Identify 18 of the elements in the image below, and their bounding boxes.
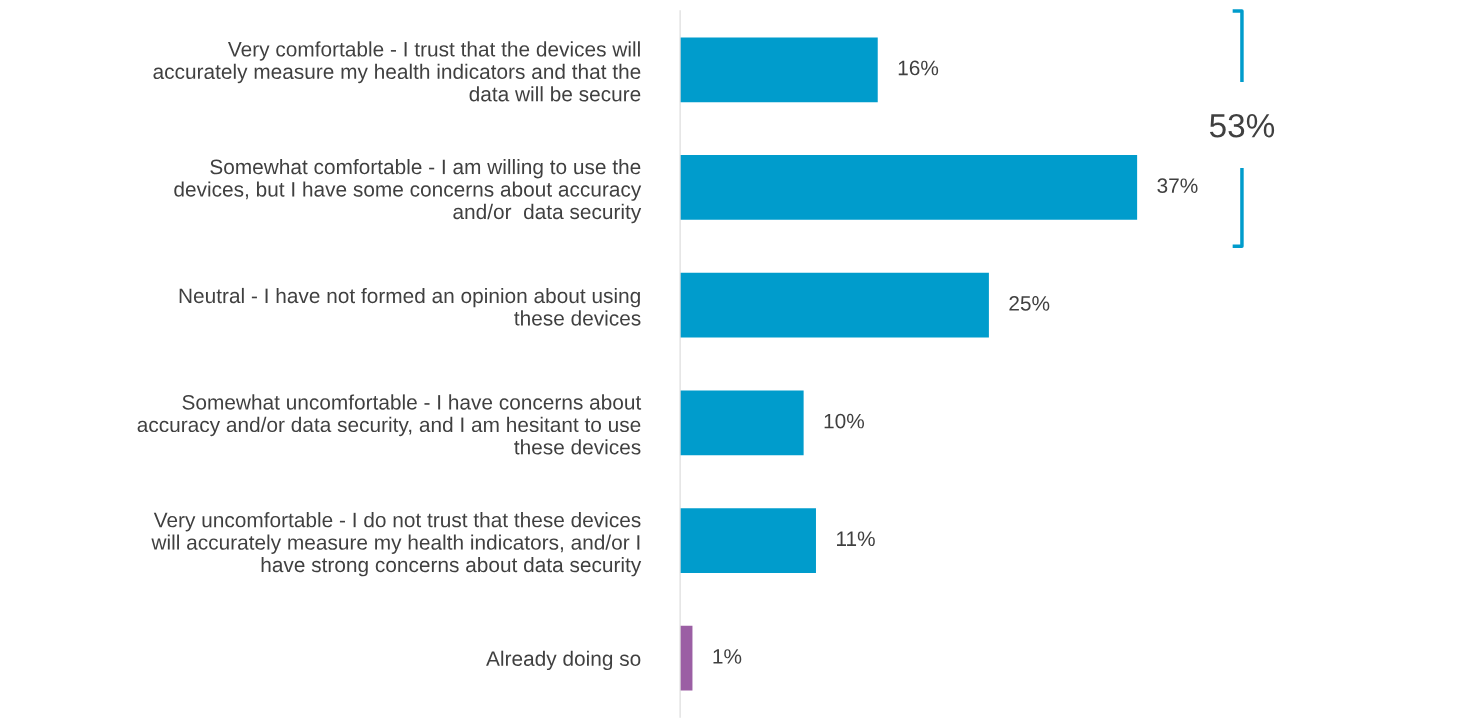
bar — [680, 390, 804, 456]
y-tick-label: Very uncomfortable - I do not trust that these devices will accurately measure my health indicators, and/or I have strong concerns about data security — [151, 512, 642, 577]
bar — [680, 508, 816, 573]
y-tick-label: Somewhat comfortable - I am willing to use the devices, but I have some concerns about accuracy and/or data security — [174, 158, 642, 224]
data-label: 11% — [837, 531, 875, 547]
data-label: 25% — [1009, 295, 1050, 311]
data-label: 16% — [898, 60, 939, 76]
data-label: 37% — [1157, 178, 1198, 194]
y-tick-label: Already doing so — [486, 650, 641, 671]
data-label: 1% — [713, 649, 742, 664]
text: 53% — [1209, 113, 1275, 138]
data-label: 10% — [824, 413, 865, 429]
y-tick-label: Very comfortable - I trust that the devices will accurately measure my health indicators and that the data will be secure — [153, 41, 641, 102]
bar — [680, 37, 878, 103]
bar — [680, 155, 1138, 220]
y-tick-label: Somewhat uncomfortable - I have concerns about accuracy and/or data security, and I am hesitant to use these devices — [137, 394, 642, 455]
y-tick-label: Neutral - I have not formed an opinion about using these devices — [179, 287, 641, 326]
bar — [680, 272, 989, 338]
